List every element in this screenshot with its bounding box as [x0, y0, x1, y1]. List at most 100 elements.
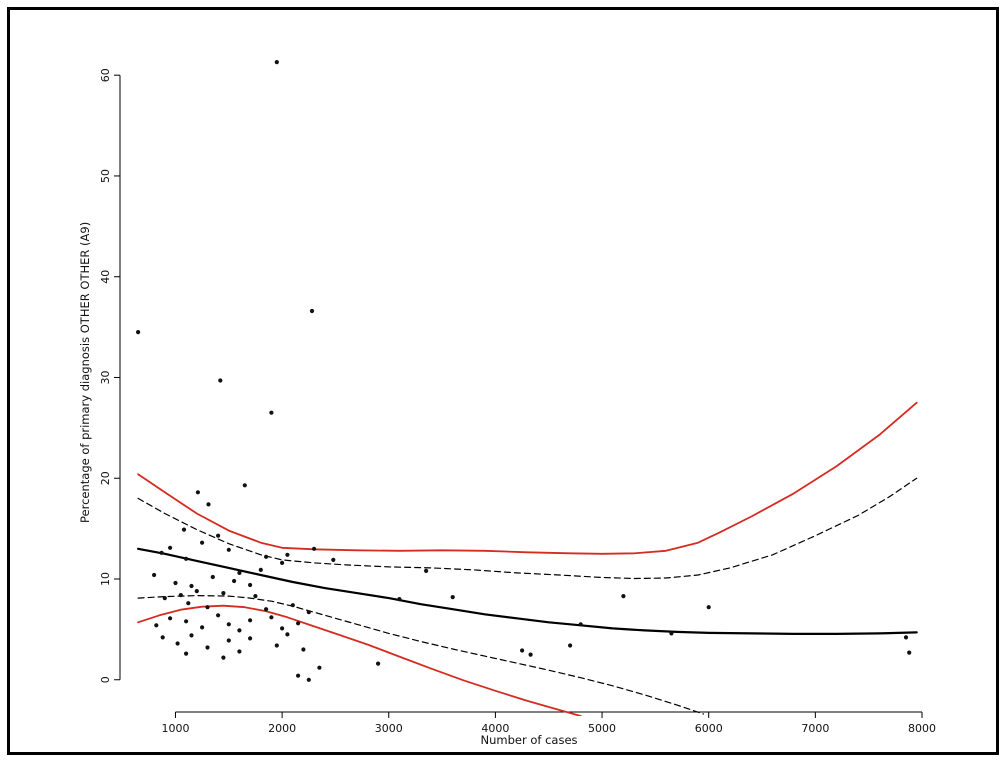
data-point: [309, 308, 315, 314]
data-point: [206, 502, 211, 507]
data-point: [194, 589, 199, 594]
data-point: [181, 527, 187, 532]
data-point: [907, 650, 912, 655]
data-point: [160, 635, 165, 640]
data-point: [237, 570, 242, 576]
data-point: [621, 594, 626, 599]
data-point: [242, 483, 247, 488]
x-tick-label: 6000: [695, 722, 723, 735]
data-point: [317, 665, 322, 670]
x-axis-label: Number of cases: [480, 733, 578, 747]
data-point: [178, 593, 183, 598]
data-point: [184, 619, 189, 624]
series-dashed-upper: [137, 477, 918, 580]
x-tick-label: 5000: [588, 722, 616, 735]
data-point: [205, 605, 210, 610]
data-point: [221, 591, 226, 596]
y-tick-label: 20: [99, 471, 112, 485]
data-point: [210, 574, 215, 580]
figure-frame: [7, 7, 999, 755]
data-point: [280, 626, 285, 631]
data-point: [258, 567, 263, 573]
data-point: [226, 622, 231, 627]
data-point: [248, 582, 253, 588]
data-point: [154, 623, 159, 628]
data-point: [528, 652, 533, 657]
data-point: [168, 545, 173, 550]
data-point: [706, 605, 711, 610]
data-point: [269, 615, 274, 620]
x-tick-label: 2000: [268, 722, 296, 735]
data-point: [285, 552, 290, 557]
data-point: [253, 594, 258, 599]
data-point: [269, 410, 274, 415]
y-tick-label: 30: [99, 370, 112, 384]
y-tick-label: 10: [99, 572, 112, 586]
data-point: [195, 490, 200, 495]
y-axis-label: Percentage of primary diagnosis OTHER OT…: [78, 221, 92, 523]
y-tick-label: 60: [99, 68, 112, 82]
data-point: [450, 595, 455, 600]
data-point: [136, 330, 141, 335]
data-point: [296, 673, 301, 678]
data-point: [290, 603, 295, 608]
x-tick-label: 8000: [908, 722, 936, 735]
data-point: [152, 572, 157, 578]
data-point: [205, 645, 210, 650]
data-point: [669, 631, 674, 636]
data-point: [280, 560, 285, 566]
data-point: [274, 643, 279, 648]
data-point: [189, 583, 194, 589]
data-point: [221, 655, 226, 660]
y-tick-label: 40: [99, 270, 112, 284]
data-point: [232, 578, 237, 584]
data-point: [301, 647, 306, 652]
data-point: [237, 649, 242, 654]
data-point: [568, 643, 573, 648]
y-tick-label: 0: [99, 676, 112, 683]
series-dashed-lower: [137, 594, 705, 715]
series-loess-fit: [137, 547, 918, 636]
data-point: [248, 636, 253, 641]
data-point: [397, 597, 402, 602]
series-red-upper: [137, 401, 918, 555]
x-tick-label: 1000: [161, 722, 189, 735]
data-point: [226, 638, 231, 643]
data-point: [162, 596, 167, 601]
data-point: [237, 628, 242, 633]
data-point: [274, 60, 279, 65]
data-point: [218, 378, 223, 383]
data-point: [184, 556, 189, 561]
data-point: [216, 533, 221, 538]
data-point: [168, 616, 173, 621]
data-point: [285, 632, 290, 637]
data-point: [520, 648, 525, 653]
data-point: [306, 610, 311, 615]
data-point: [578, 622, 583, 627]
data-point: [306, 677, 311, 682]
data-point: [184, 651, 189, 656]
data-point: [200, 625, 205, 630]
data-point: [312, 546, 317, 551]
data-point: [331, 557, 336, 563]
data-point: [903, 635, 909, 640]
data-point: [264, 554, 269, 559]
data-point: [216, 613, 221, 618]
x-tick-label: 7000: [801, 722, 829, 735]
data-point: [376, 661, 381, 666]
x-tick-label: 3000: [375, 722, 403, 735]
data-point: [424, 568, 429, 574]
data-point: [186, 601, 191, 606]
data-point: [296, 621, 301, 626]
series-red-lower: [137, 604, 582, 716]
data-point: [200, 540, 205, 545]
data-point: [189, 633, 194, 638]
x-tick-label: 4000: [481, 722, 509, 735]
y-tick-label: 50: [99, 169, 112, 183]
data-point: [248, 618, 253, 623]
data-point: [175, 641, 180, 646]
data-point: [173, 580, 178, 586]
data-point: [264, 607, 269, 612]
data-point: [226, 547, 231, 552]
